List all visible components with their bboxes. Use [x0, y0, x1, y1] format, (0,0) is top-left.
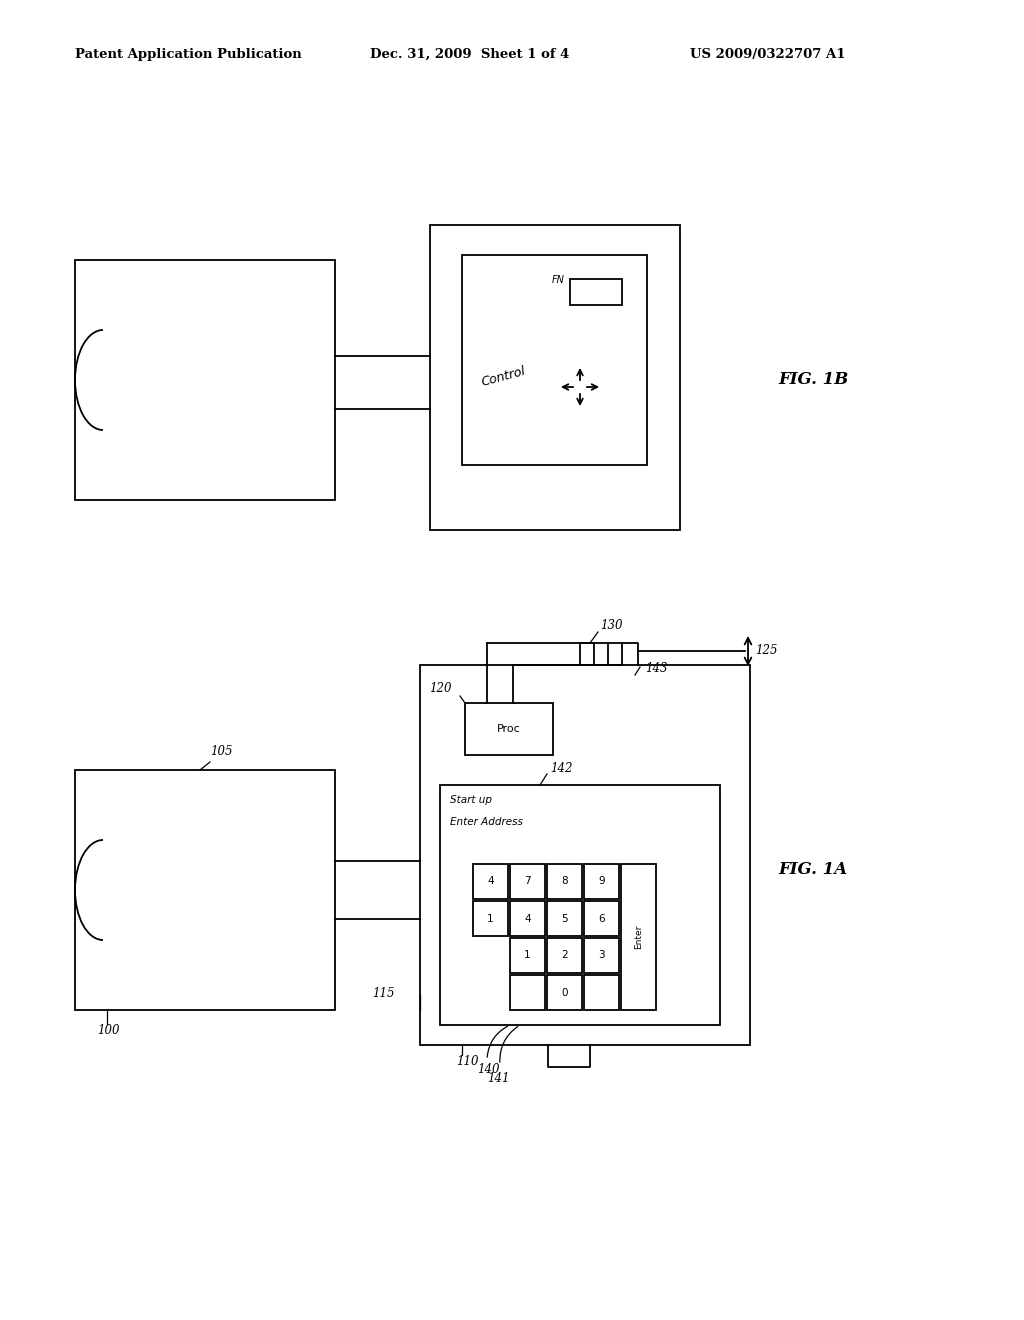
- Text: 130: 130: [600, 619, 623, 632]
- Bar: [510, 902, 545, 936]
- Text: 0: 0: [561, 987, 567, 998]
- Bar: [440, 785, 720, 1026]
- Text: 140: 140: [477, 1063, 500, 1076]
- Text: 125: 125: [755, 644, 777, 657]
- Bar: [510, 865, 545, 899]
- Bar: [547, 902, 582, 936]
- Text: Proc: Proc: [497, 723, 521, 734]
- Text: 1: 1: [487, 913, 494, 924]
- Text: 141: 141: [487, 1072, 510, 1085]
- Bar: [473, 865, 508, 899]
- Text: 105: 105: [210, 744, 232, 758]
- Bar: [547, 975, 582, 1010]
- Bar: [420, 665, 750, 1045]
- Bar: [510, 939, 545, 973]
- Bar: [473, 902, 508, 936]
- Bar: [584, 939, 618, 973]
- Bar: [462, 255, 647, 465]
- Text: 4: 4: [487, 876, 494, 887]
- Bar: [547, 865, 582, 899]
- Text: Control: Control: [480, 364, 527, 389]
- Text: 8: 8: [561, 876, 568, 887]
- Text: 6: 6: [598, 913, 605, 924]
- Bar: [75, 260, 335, 500]
- Bar: [430, 224, 680, 531]
- Text: 110: 110: [456, 1055, 478, 1068]
- Text: 120: 120: [429, 682, 452, 696]
- Text: 142: 142: [550, 762, 572, 775]
- Text: US 2009/0322707 A1: US 2009/0322707 A1: [690, 48, 846, 61]
- Text: 3: 3: [598, 950, 605, 961]
- Bar: [75, 770, 335, 1010]
- Bar: [584, 975, 618, 1010]
- Text: 2: 2: [561, 950, 568, 961]
- Bar: [510, 975, 545, 1010]
- Text: 115: 115: [373, 987, 395, 1001]
- Text: 4: 4: [524, 913, 530, 924]
- Bar: [584, 902, 618, 936]
- Text: 143: 143: [645, 663, 668, 675]
- Text: FIG. 1A: FIG. 1A: [778, 862, 847, 879]
- Bar: [465, 704, 553, 755]
- Text: Enter Address: Enter Address: [450, 817, 523, 828]
- Bar: [570, 279, 622, 305]
- Text: 1: 1: [524, 950, 530, 961]
- Text: Patent Application Publication: Patent Application Publication: [75, 48, 302, 61]
- Text: FIG. 1B: FIG. 1B: [778, 371, 848, 388]
- Text: Start up: Start up: [450, 795, 492, 805]
- Text: Enter: Enter: [634, 925, 643, 949]
- Text: 5: 5: [561, 913, 568, 924]
- Text: 100: 100: [97, 1024, 120, 1038]
- Text: 9: 9: [598, 876, 605, 887]
- Text: Dec. 31, 2009  Sheet 1 of 4: Dec. 31, 2009 Sheet 1 of 4: [370, 48, 569, 61]
- Text: FN: FN: [552, 275, 565, 285]
- Bar: [584, 865, 618, 899]
- Bar: [547, 939, 582, 973]
- Text: 7: 7: [524, 876, 530, 887]
- Bar: [621, 865, 656, 1010]
